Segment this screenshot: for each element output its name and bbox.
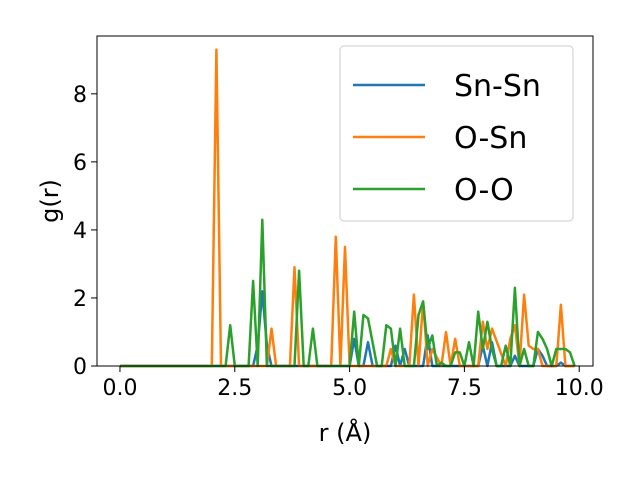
y-tick-label: 0 xyxy=(73,355,87,380)
y-tick-label: 6 xyxy=(73,151,87,176)
legend: Sn-Sn O-Sn O-O xyxy=(339,45,574,222)
series-line-o-o xyxy=(120,218,576,368)
x-tick-label: 7.5 xyxy=(447,376,482,401)
y-axis-label: g(r) xyxy=(36,179,64,223)
plot-frame xyxy=(96,35,594,367)
legend-label-o-o: O-O xyxy=(454,173,514,208)
y-tick-label: 8 xyxy=(73,83,87,108)
series-line-o-sn xyxy=(120,48,575,368)
y-tick-label: 2 xyxy=(73,287,87,312)
legend-label-sn-sn: Sn-Sn xyxy=(454,69,541,104)
x-tick-label: 5.0 xyxy=(332,376,367,401)
x-tick-label: 2.5 xyxy=(217,376,252,401)
legend-label-o-sn: O-Sn xyxy=(454,121,527,156)
legend-box xyxy=(339,45,574,222)
ticks-layer: 0.0 2.5 5.0 7.5 10.0 0 2 4 6 8 xyxy=(73,83,604,401)
x-tick-label: 10.0 xyxy=(555,376,604,401)
x-tick-label: 0.0 xyxy=(102,376,137,401)
y-tick-label: 4 xyxy=(73,219,87,244)
x-axis-label: r (Å) xyxy=(319,418,372,447)
